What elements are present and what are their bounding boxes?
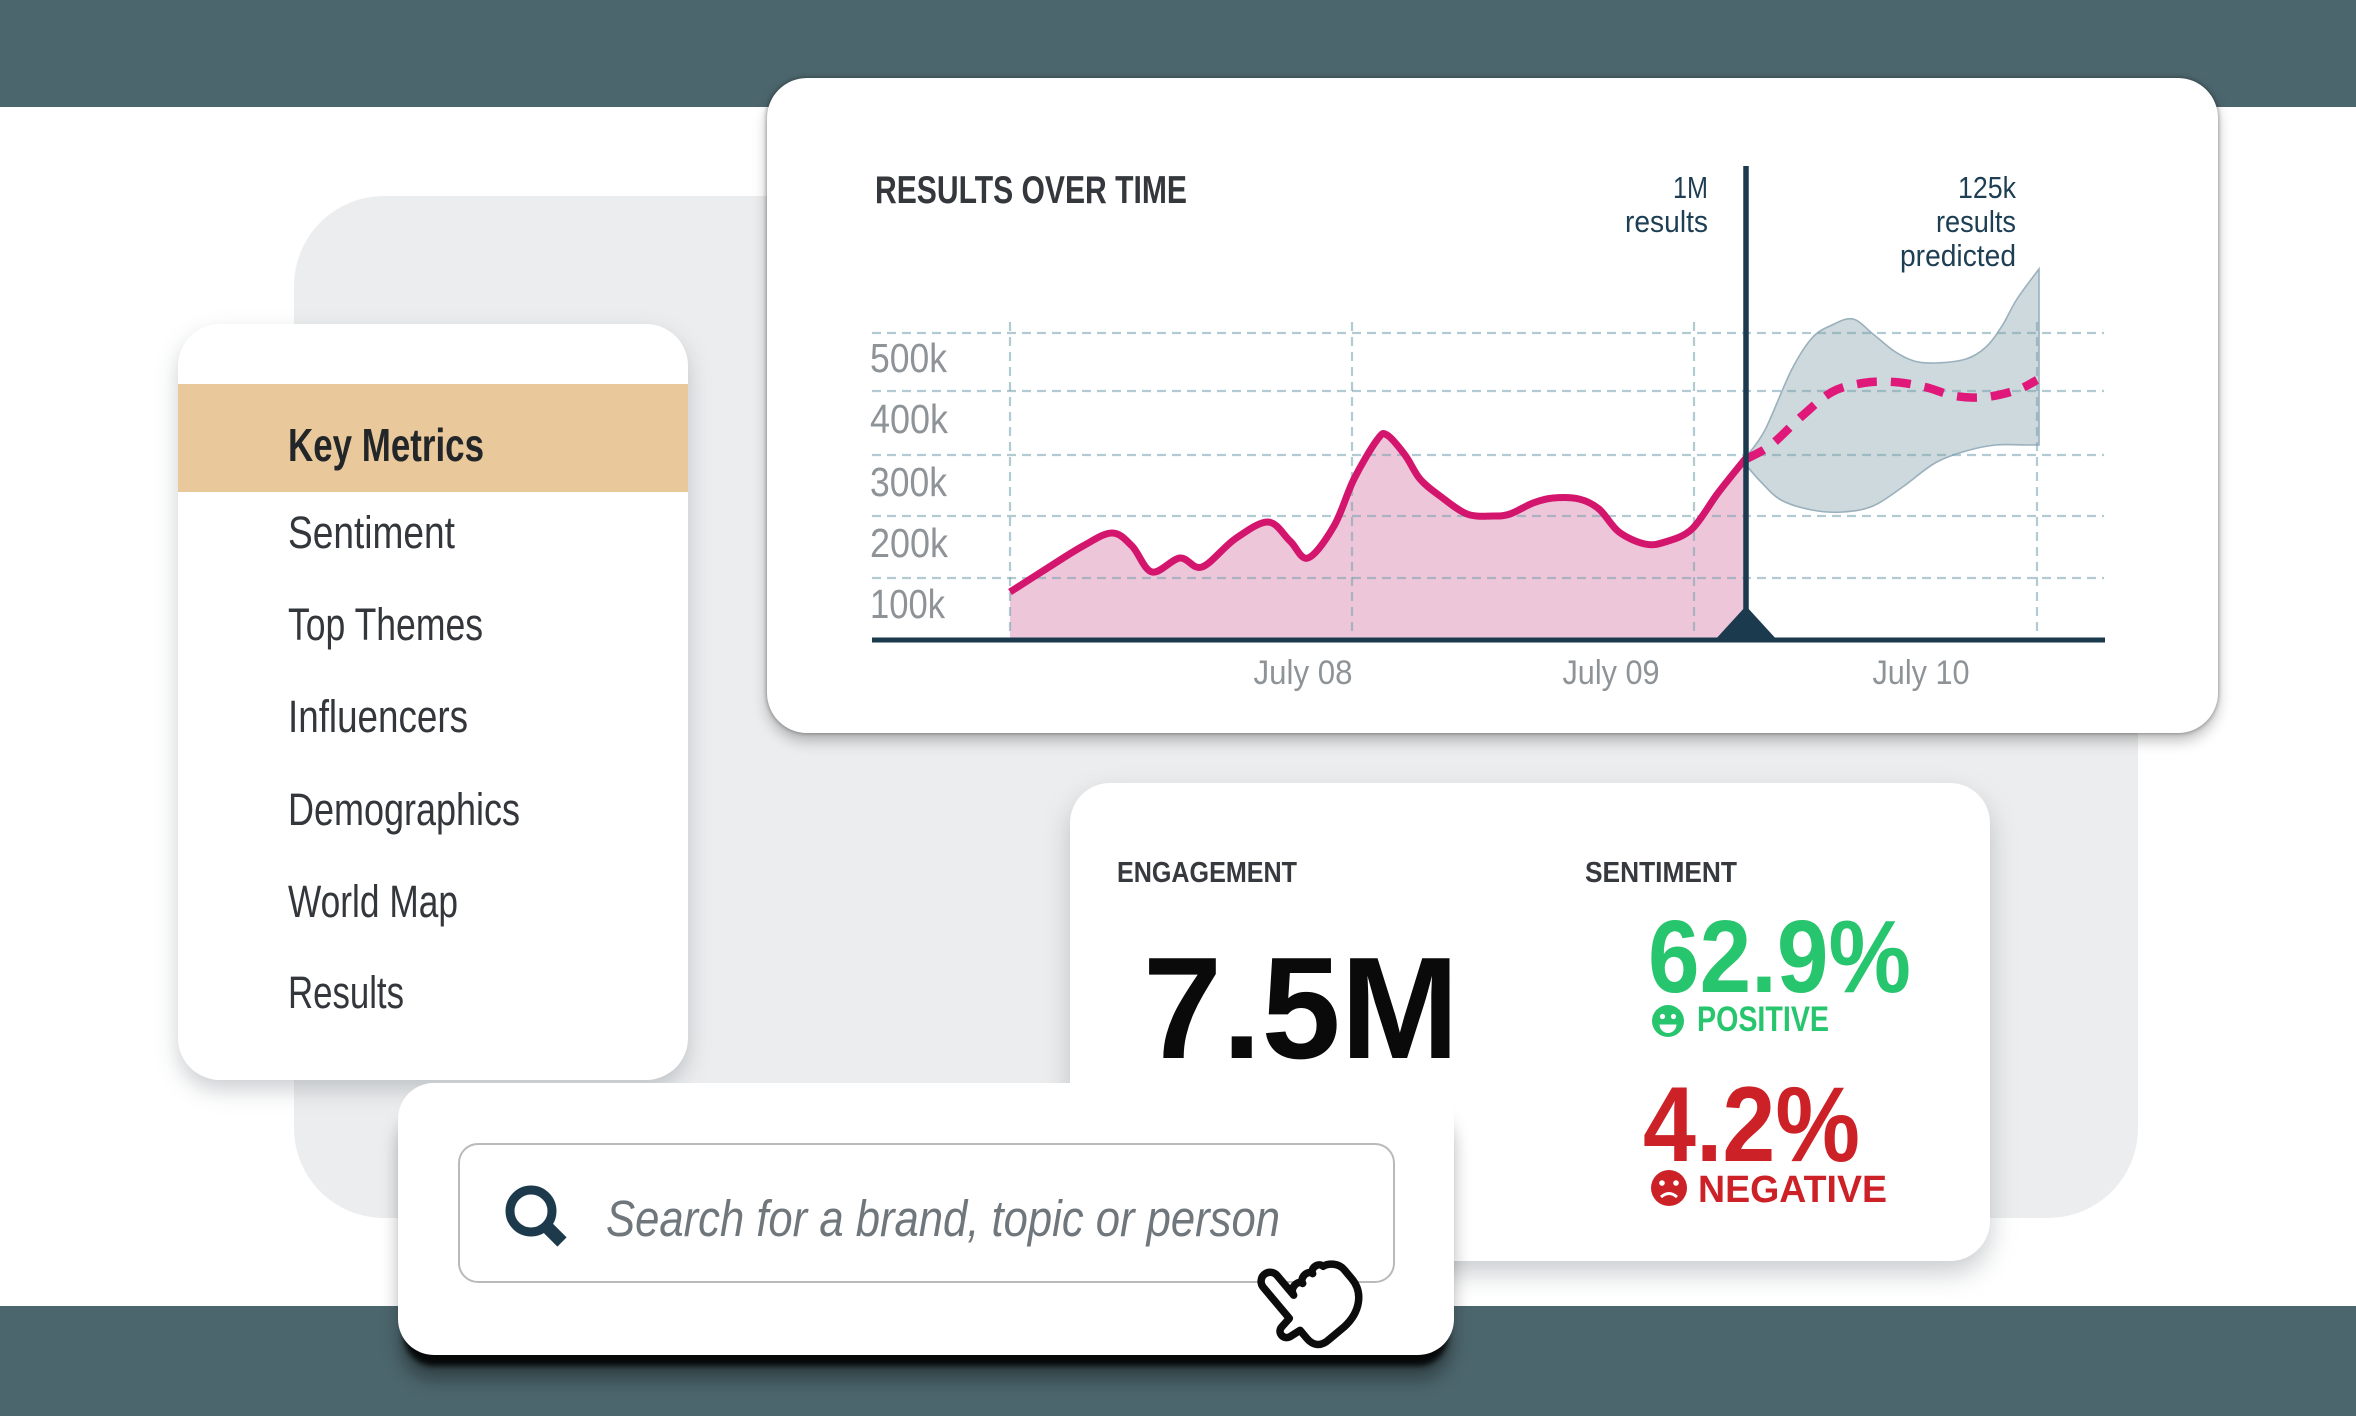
svg-text:SENTIMENT: SENTIMENT [1585,857,1737,889]
svg-text:NEGATIVE: NEGATIVE [1698,1169,1887,1211]
svg-text:Sentiment: Sentiment [288,507,455,558]
svg-text:POSITIVE: POSITIVE [1697,1000,1829,1039]
svg-text:Results: Results [288,967,404,1018]
svg-text:7.5M: 7.5M [1143,927,1459,1089]
svg-text:Influencers: Influencers [288,691,468,742]
svg-text:predicted: predicted [1900,238,2016,273]
svg-text:July 08: July 08 [1254,654,1353,692]
svg-text:300k: 300k [870,459,947,505]
svg-text:July 10: July 10 [1873,654,1970,692]
svg-text:400k: 400k [870,396,948,442]
svg-text:125k: 125k [1958,170,2016,205]
svg-text:500k: 500k [870,335,947,381]
svg-text:200k: 200k [870,520,948,566]
svg-text:62.9%: 62.9% [1648,899,1911,1014]
svg-text:100k: 100k [870,581,945,627]
svg-text:World Map: World Map [288,876,458,927]
svg-text:RESULTS OVER TIME: RESULTS OVER TIME [875,169,1187,212]
svg-text:Search for a brand, topic or p: Search for a brand, topic or person [606,1190,1280,1247]
svg-text:ENGAGEMENT: ENGAGEMENT [1117,857,1297,889]
svg-text:4.2%: 4.2% [1643,1064,1860,1184]
svg-text:Demographics: Demographics [288,784,520,835]
svg-text:results: results [1936,204,2016,239]
svg-text:results: results [1625,204,1708,239]
svg-text:July 09: July 09 [1563,654,1660,692]
svg-text:Top Themes: Top Themes [288,599,483,650]
svg-text:1M: 1M [1673,170,1708,205]
svg-text:Key Metrics: Key Metrics [288,419,484,471]
